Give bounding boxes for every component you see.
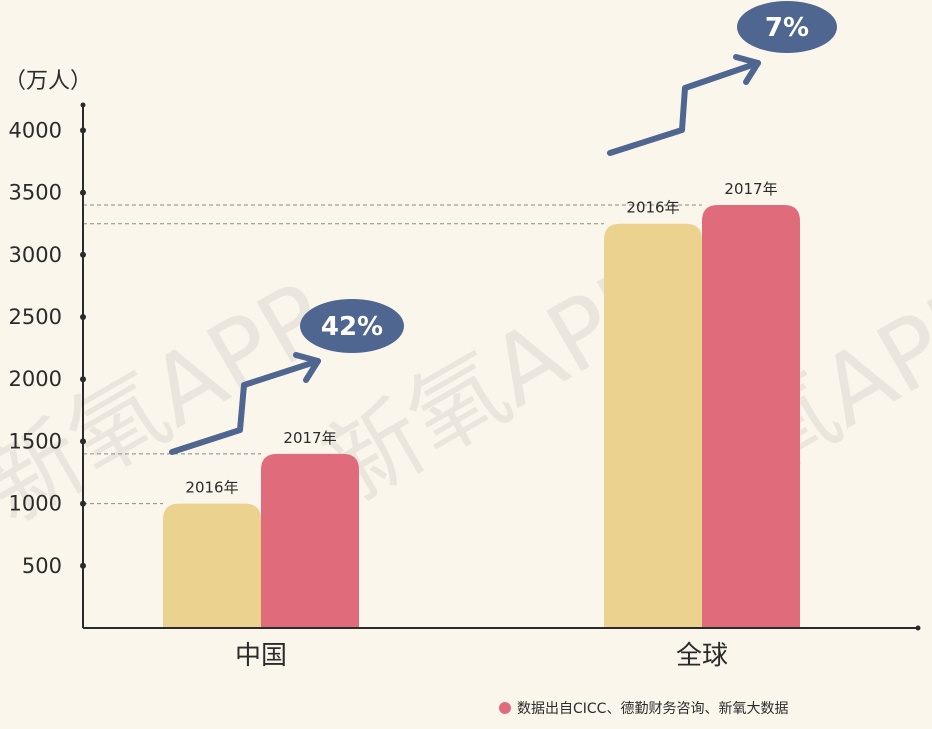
source-note: 数据出自CICC、德勤财务咨询、新氧大数据 [499, 701, 788, 717]
growth-arrow-head [293, 352, 321, 383]
growth-annotations: 42% 7% [169, 1, 837, 455]
axes [80, 102, 921, 631]
category-label: 中国 [235, 641, 287, 671]
growth-badge-label: 7% [765, 13, 809, 43]
y-tick-mark [80, 251, 86, 258]
y-tick-label: 3000 [9, 243, 62, 267]
bar-2017 [261, 453, 359, 628]
bar-year-label: 2017年 [283, 429, 336, 447]
y-tick-mark [80, 500, 86, 507]
growth-arrow [169, 358, 321, 455]
source-dot [499, 702, 511, 714]
y-tick-label: 500 [22, 554, 62, 578]
source-note-text: 数据出自CICC、德勤财务咨询、新氧大数据 [517, 701, 788, 717]
category-label: 全球 [676, 641, 728, 671]
bar-2016 [604, 223, 702, 628]
bar-year-label: 2016年 [626, 199, 679, 217]
growth-arrow [607, 60, 761, 156]
y-tick-mark [80, 562, 86, 569]
growth-badge [300, 299, 404, 353]
y-tick-mark [80, 189, 86, 196]
bars [163, 205, 800, 629]
y-tick-label: 2500 [9, 305, 62, 329]
y-tick-mark [80, 127, 86, 134]
growth-arrow-head [733, 54, 761, 85]
y-axis-end-dot [80, 102, 86, 108]
y-tick-mark [80, 438, 86, 445]
y-tick-label: 1500 [9, 429, 62, 453]
guide-lines [83, 204, 702, 505]
y-tick-label: 3500 [9, 181, 62, 205]
y-tick-mark [80, 376, 86, 383]
y-tick-label: 2000 [9, 367, 62, 391]
growth-badge [737, 1, 837, 53]
bar-year-label: 2016年 [185, 479, 238, 497]
growth-badge-label: 42% [321, 312, 383, 342]
y-axis-unit-label: （万人） [4, 69, 92, 94]
y-tick-mark [80, 314, 86, 320]
bar-year-label: 2017年 [724, 180, 777, 198]
bar-2017 [702, 205, 800, 629]
labels: （万人） 500 1000 1500 2000 2500 3000 3500 4000 2016年… [4, 69, 778, 671]
y-tick-label: 1000 [9, 492, 62, 516]
y-tick-label: 4000 [9, 118, 62, 142]
x-axis-end-dot [915, 625, 921, 631]
bar-2016 [163, 503, 261, 628]
